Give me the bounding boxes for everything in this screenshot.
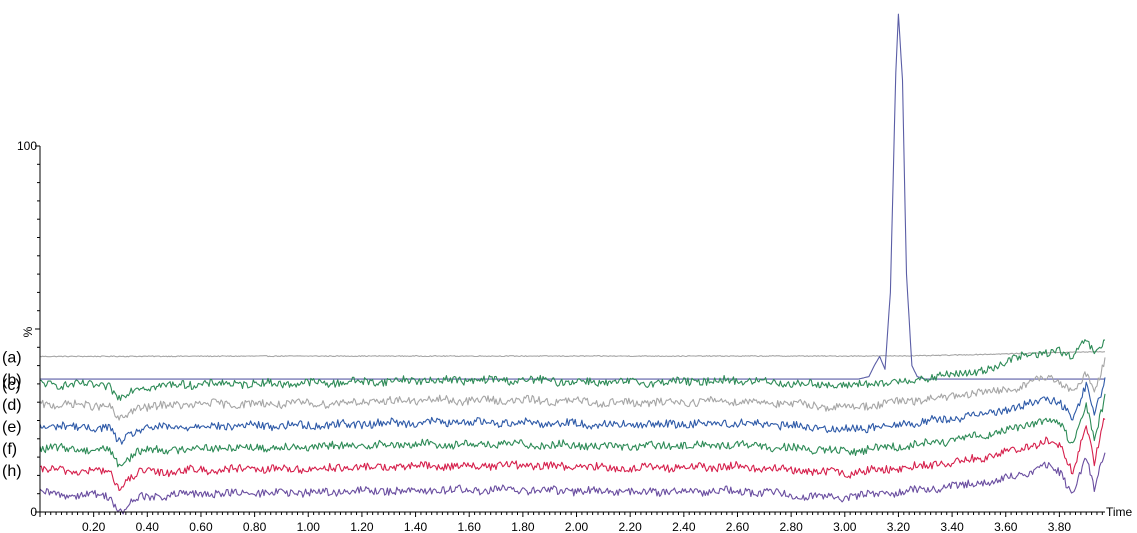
x-tick-label: 1.20 <box>350 520 374 533</box>
trace-line <box>40 394 1105 467</box>
x-tick-label: 0.20 <box>82 520 106 533</box>
x-tick-label: 0.60 <box>189 520 213 533</box>
trace-line <box>40 453 1105 514</box>
x-tick-label: 1.00 <box>297 520 321 533</box>
trace-label: (a) <box>2 349 22 366</box>
x-tick-label: 2.20 <box>618 520 642 533</box>
trace-label: (d) <box>2 397 22 414</box>
y-tick-label: 0 <box>30 505 37 519</box>
trace-label: (f) <box>2 441 17 458</box>
trace-line <box>40 340 1105 401</box>
axes-group <box>40 146 1105 512</box>
x-tick-label: 2.00 <box>565 520 589 533</box>
x-tick-label: 3.80 <box>1048 520 1072 533</box>
x-tick-label: 3.60 <box>994 520 1018 533</box>
x-ticks-group: 0.20 0.40 0.60 0.80 1.00 1.20 1.40 1.60 1.80 2.00… <box>40 512 1102 533</box>
trace-line <box>40 419 1105 491</box>
x-tick-label: 1.40 <box>404 520 428 533</box>
trace-line <box>40 352 1105 357</box>
x-tick-label: 2.40 <box>672 520 696 533</box>
x-tick-label: 3.40 <box>940 520 964 533</box>
x-tick-label: 2.60 <box>726 520 750 533</box>
traces-group <box>40 14 1105 514</box>
x-axis-label: Time <box>1106 505 1133 519</box>
x-tick-label: 3.00 <box>833 520 857 533</box>
trace-label: (e) <box>2 419 22 436</box>
trace-line <box>40 357 1105 420</box>
x-tick-label: 0.80 <box>243 520 267 533</box>
y-tick-label: 100 <box>17 139 37 153</box>
trace-label: (h) <box>2 463 22 480</box>
trace-labels-group: (a)(b)(c)(d)(e)(f)(h) <box>2 349 22 479</box>
x-tick-label: 0.40 <box>136 520 160 533</box>
y-axis-label: % <box>21 326 35 337</box>
x-tick-label: 1.60 <box>458 520 482 533</box>
trace-line <box>40 14 1105 379</box>
x-tick-label: 2.80 <box>779 520 803 533</box>
trace-label: (c) <box>2 377 21 394</box>
x-tick-label: 1.80 <box>511 520 535 533</box>
trace-line <box>40 377 1105 444</box>
x-tick-label: 3.20 <box>887 520 911 533</box>
